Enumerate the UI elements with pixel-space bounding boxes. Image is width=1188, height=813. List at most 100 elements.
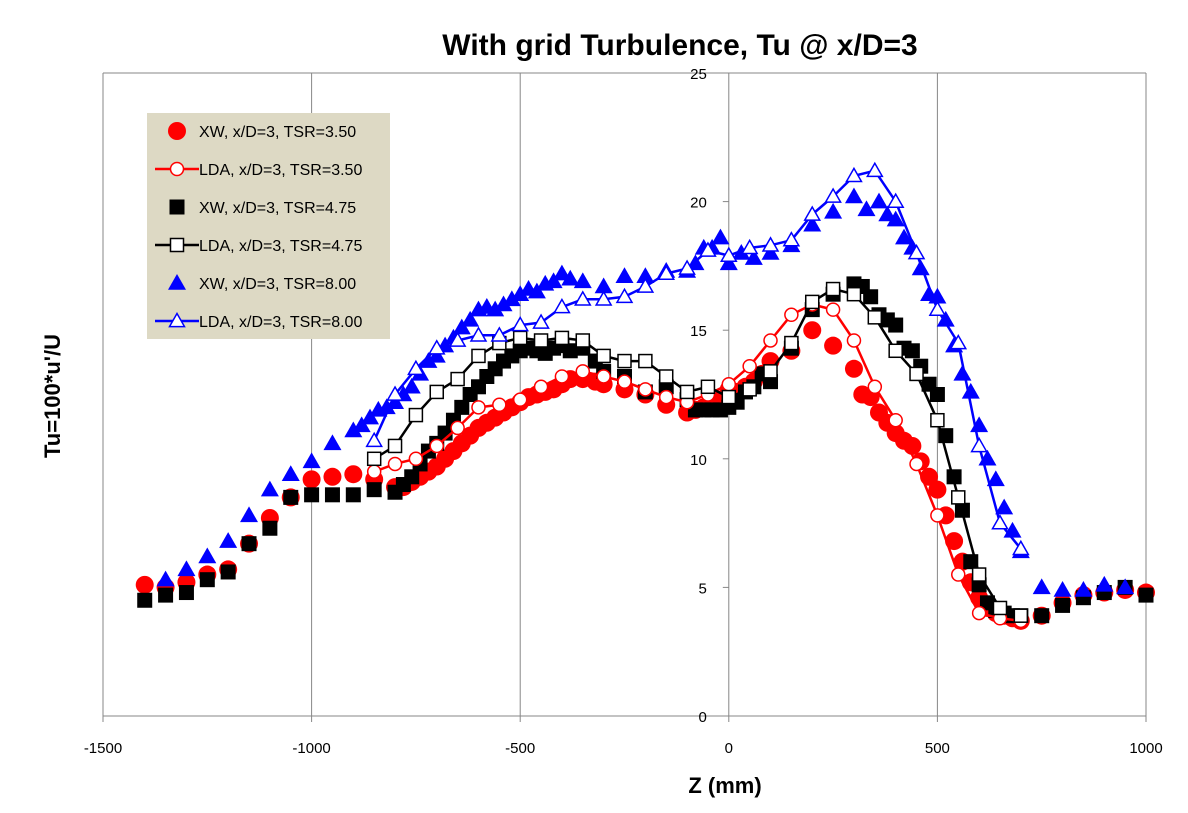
data-point	[824, 187, 842, 203]
data-point	[262, 520, 278, 536]
data-point	[419, 352, 438, 368]
data-point	[137, 592, 153, 608]
series-layer	[135, 161, 1155, 630]
data-point	[450, 420, 465, 436]
data-point	[907, 244, 926, 260]
data-point	[156, 570, 175, 587]
data-point	[573, 272, 592, 289]
data-point	[240, 506, 259, 523]
data-point	[219, 532, 238, 548]
data-point	[158, 587, 174, 603]
data-point	[782, 231, 801, 247]
data-point	[971, 567, 987, 582]
y-tick-label: 25	[690, 66, 707, 83]
data-point	[953, 364, 972, 381]
data-point	[283, 489, 299, 505]
data-point	[461, 310, 480, 327]
data-point	[365, 431, 383, 448]
chart-title: With grid Turbulence, Tu @ x/D=3	[442, 29, 917, 62]
data-point	[615, 267, 634, 283]
data-point	[554, 330, 570, 346]
legend-marker	[169, 199, 185, 215]
y-tick-label: 5	[698, 580, 706, 597]
data-point	[720, 246, 738, 262]
data-point	[803, 321, 822, 340]
data-point	[929, 387, 945, 402]
data-point	[991, 514, 1009, 530]
data-point	[803, 205, 822, 221]
data-point	[366, 482, 382, 498]
data-point	[490, 326, 509, 342]
data-point	[867, 379, 883, 395]
data-point	[886, 210, 905, 227]
data-point	[324, 487, 340, 503]
legend-box	[147, 113, 390, 339]
data-point	[761, 236, 780, 252]
data-point	[970, 436, 988, 453]
data-point	[1074, 580, 1093, 597]
x-tick-label: -500	[505, 740, 535, 757]
y-tick-label: 0	[698, 709, 706, 726]
data-point	[869, 192, 888, 209]
data-point	[344, 421, 363, 438]
data-point	[594, 290, 613, 306]
data-point	[878, 205, 897, 222]
data-point	[427, 346, 446, 363]
data-point	[1013, 608, 1029, 623]
data-point	[857, 200, 876, 217]
data-point	[429, 384, 445, 400]
data-point	[561, 269, 580, 286]
data-point	[387, 438, 403, 454]
data-point	[450, 371, 465, 387]
data-point	[930, 412, 945, 428]
legend-marker	[168, 311, 186, 328]
data-point	[199, 572, 215, 588]
data-point	[260, 480, 279, 497]
data-point	[971, 605, 987, 621]
data-point	[402, 377, 421, 394]
data-point	[711, 228, 730, 245]
data-point	[532, 313, 550, 329]
data-point	[888, 343, 903, 359]
data-point	[992, 600, 1008, 616]
data-point	[511, 316, 529, 332]
data-point	[986, 470, 1005, 487]
y-tick-label: 10	[690, 452, 707, 469]
legend-label: LDA, x/D=3, TSR=4.75	[199, 238, 362, 255]
data-point	[679, 384, 695, 400]
data-point	[198, 547, 217, 564]
data-point	[1055, 597, 1071, 613]
x-tick-label: 1000	[1129, 740, 1162, 757]
data-point	[657, 264, 676, 280]
data-point	[494, 295, 513, 312]
data-point	[220, 564, 236, 580]
data-point	[469, 326, 488, 342]
data-point	[575, 364, 591, 379]
data-point	[804, 294, 820, 310]
data-point	[573, 290, 592, 306]
data-point	[553, 298, 571, 314]
legend-marker	[168, 274, 186, 290]
legend-marker	[168, 122, 186, 140]
x-tick-label: -1000	[292, 740, 330, 757]
legend-marker	[169, 161, 185, 177]
data-point	[533, 379, 549, 395]
data-point	[721, 389, 737, 405]
data-point	[895, 228, 914, 245]
data-point	[928, 300, 947, 316]
data-point	[502, 290, 521, 307]
data-point	[486, 300, 505, 317]
data-point	[638, 353, 653, 369]
data-point	[930, 508, 945, 523]
y-tick-label: 15	[690, 323, 707, 340]
data-point	[454, 399, 470, 415]
data-point	[427, 339, 446, 355]
series-1	[366, 297, 1029, 629]
data-point	[761, 244, 780, 260]
data-point	[492, 397, 507, 413]
data-point	[1053, 580, 1072, 597]
data-point	[596, 348, 611, 364]
data-point	[177, 560, 196, 577]
